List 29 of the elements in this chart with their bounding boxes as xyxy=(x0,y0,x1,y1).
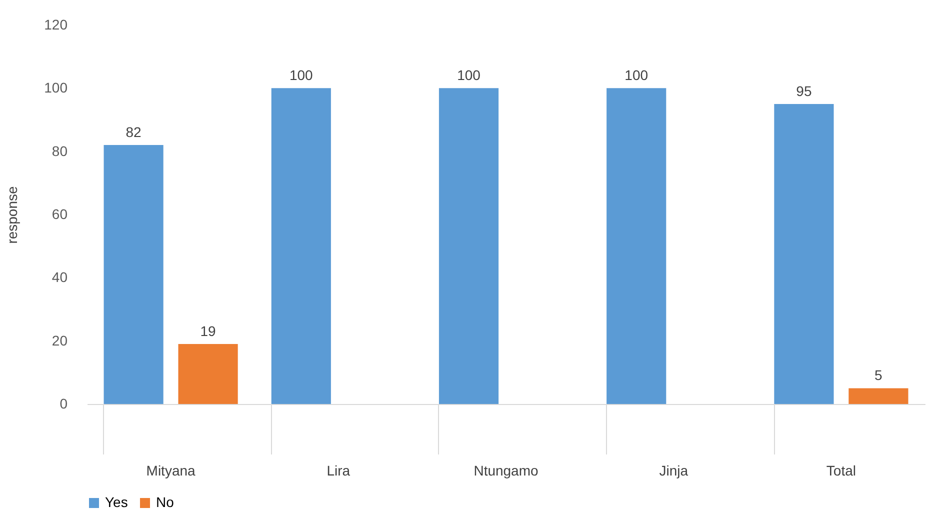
y-tick-label: 40 xyxy=(52,269,68,286)
bar xyxy=(606,88,666,404)
x-tick-label: Ntungamo xyxy=(474,462,539,478)
data-label: 19 xyxy=(200,322,216,339)
legend-label: No xyxy=(156,494,174,510)
bar xyxy=(848,388,908,404)
x-tick-label: Total xyxy=(826,462,856,478)
legend-label: Yes xyxy=(105,494,128,510)
bar xyxy=(271,88,331,404)
data-label: 82 xyxy=(126,124,142,140)
data-label: 95 xyxy=(796,82,812,99)
x-tick-label: Lira xyxy=(326,462,350,478)
y-tick-label: 60 xyxy=(52,206,68,222)
y-tick-label: 0 xyxy=(60,396,68,412)
y-tick-label: 120 xyxy=(44,16,68,32)
data-label: 5 xyxy=(874,367,883,384)
y-tick-label: 100 xyxy=(44,80,68,96)
bar xyxy=(438,88,499,404)
y-tick-label: 80 xyxy=(52,142,68,159)
bar xyxy=(774,104,834,404)
data-label: 100 xyxy=(289,67,314,84)
bar xyxy=(104,145,164,404)
y-axis-title: response xyxy=(4,186,20,244)
data-label: 100 xyxy=(457,67,481,84)
x-tick-label: Jinja xyxy=(659,462,688,478)
x-tick-label: Mityana xyxy=(146,462,196,478)
y-tick-label: 20 xyxy=(52,332,68,348)
bar xyxy=(178,344,238,404)
data-label: 100 xyxy=(624,67,648,84)
